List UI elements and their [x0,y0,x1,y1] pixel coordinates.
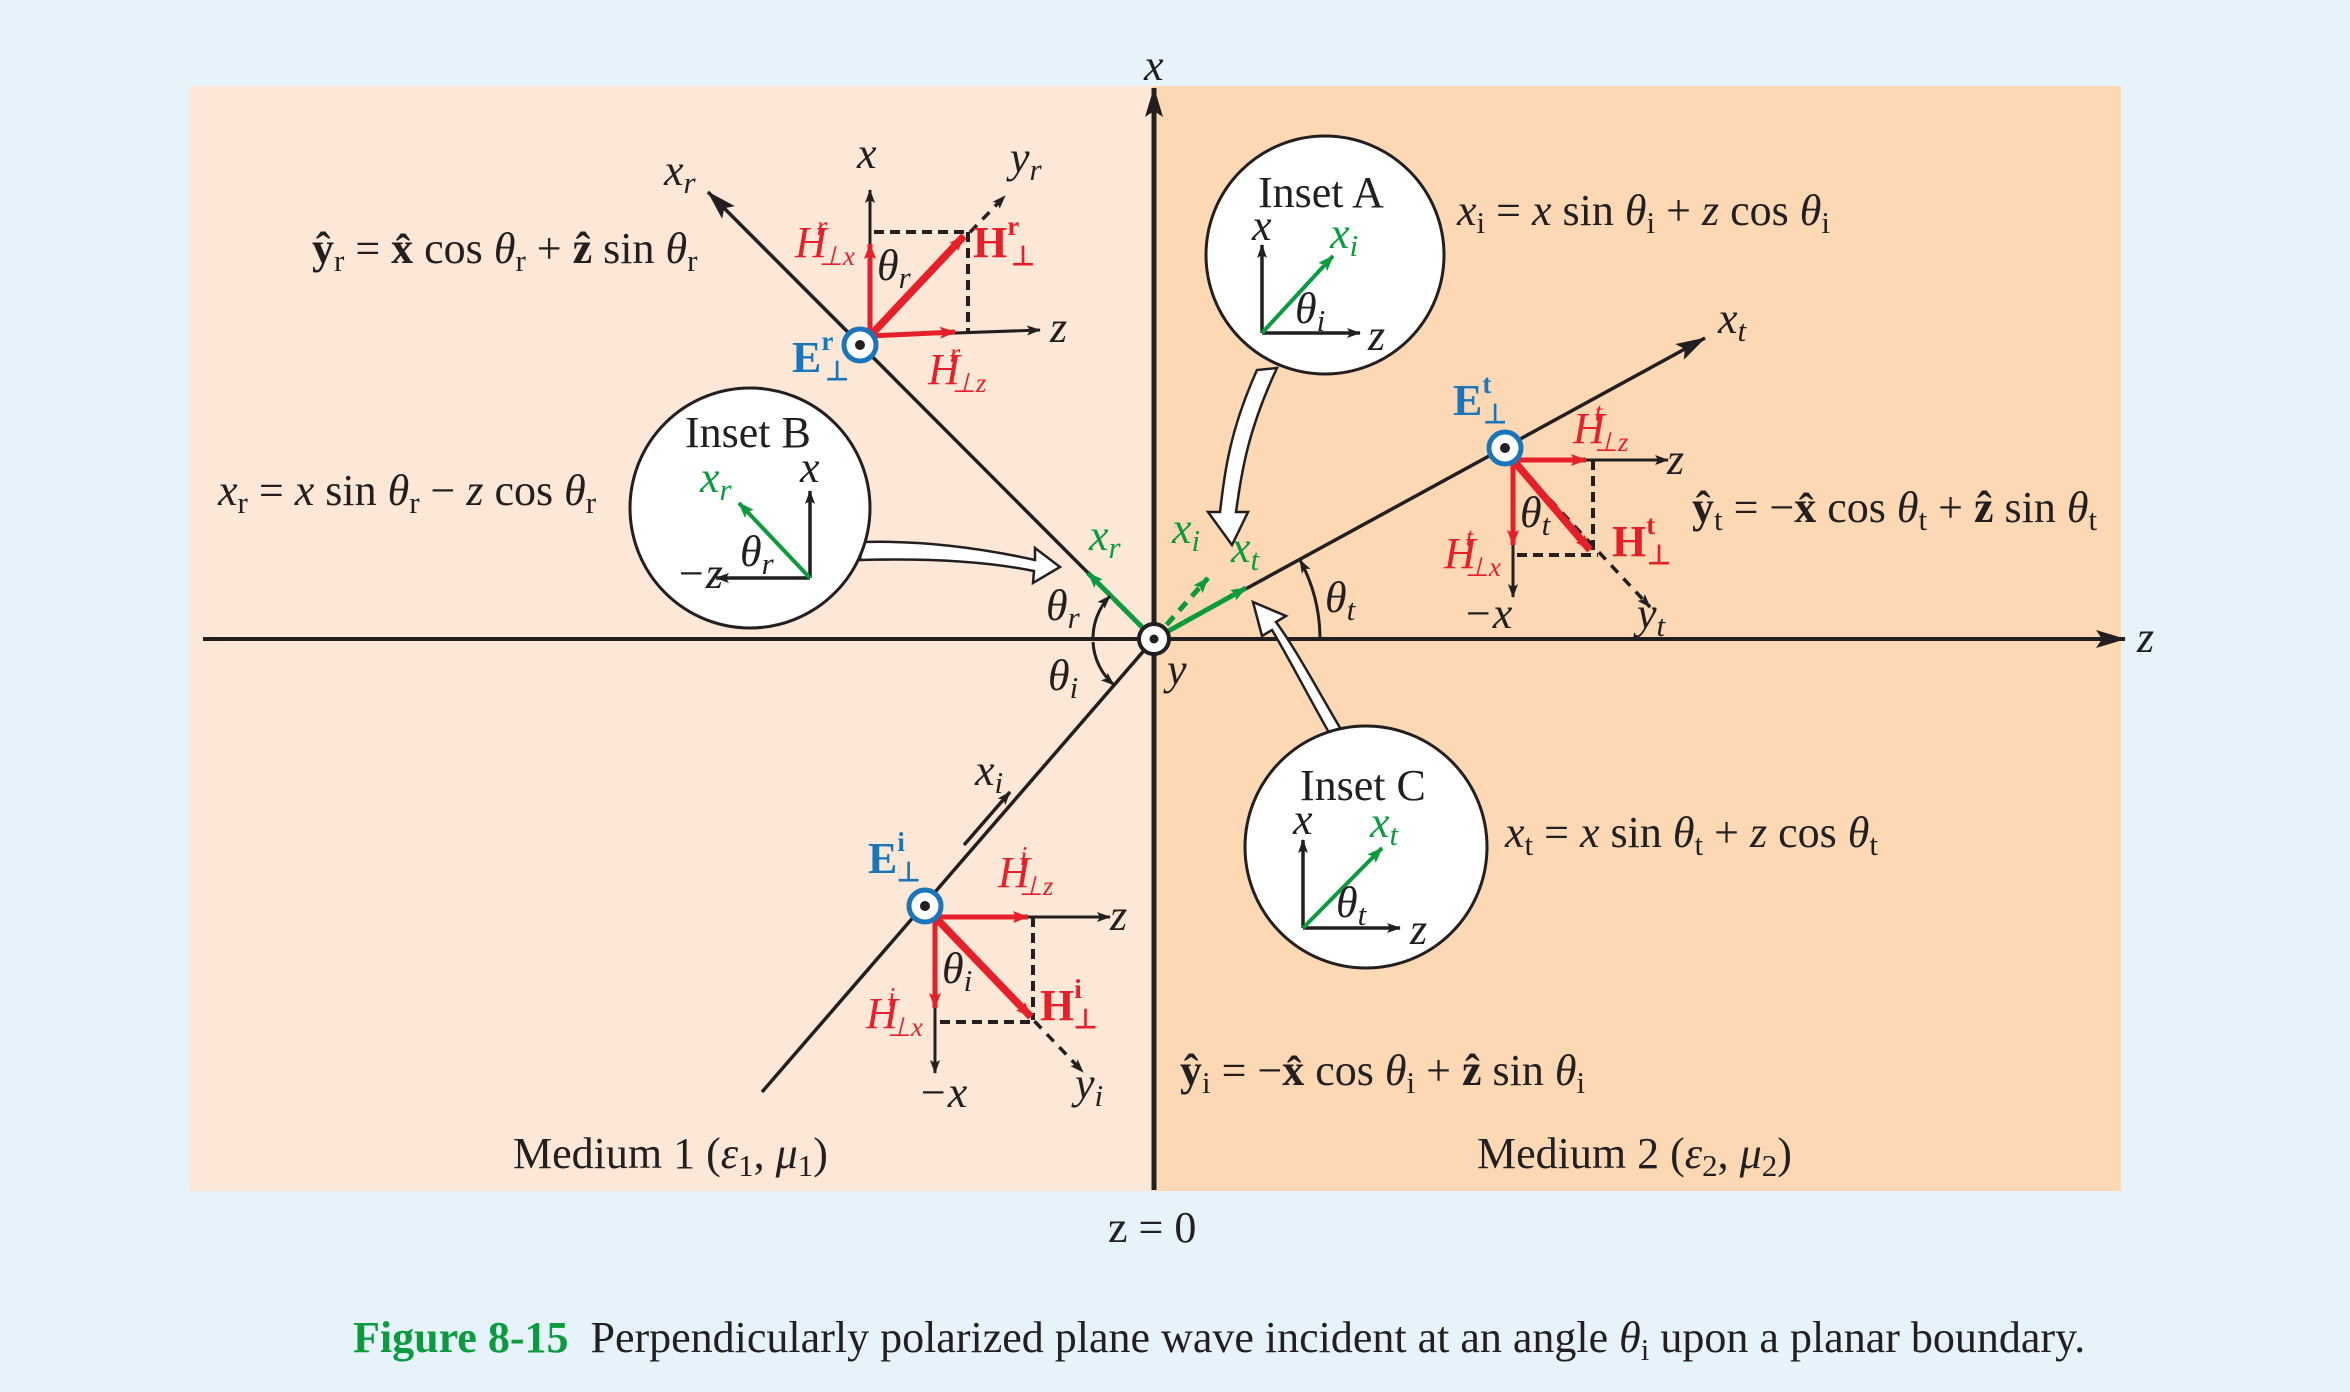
medium-2-label: Medium 2 (ε2, μ2) [1477,1129,1792,1183]
angle-arcs [1091,559,1322,687]
equation-yr: ŷr = x̂ cos θr + ẑ sin θr [312,224,698,278]
inset-b-title: Inset B [685,408,811,457]
inset-b-neg-z: −z [676,549,723,598]
inset-b-x: x [799,443,820,492]
reflected-h-label: Hr ⊥ [973,211,1035,271]
inset-a-x: x [1251,201,1272,250]
incident-local-z-label: z [1109,891,1127,940]
figure-caption: Figure 8-15 Perpendicularly polarized pla… [353,1313,2085,1367]
transmitted-field-diagram [1486,429,1669,609]
transmitted-h-label: Ht ⊥ [1612,510,1671,570]
incident-field-diagram [906,887,1111,1074]
inset-a-z: z [1367,311,1385,360]
axis-x-label: x [1143,41,1164,90]
reflected-hx-label: Hr ⊥x [794,211,855,271]
inset-b-theta: θr [740,527,775,581]
transmitted-local-neg-x-label: −x [1463,589,1513,638]
incident-hx-label: Hi ⊥x [865,982,923,1042]
reflected-e-label: Er ⊥ [792,326,849,386]
incident-e-label: Ei ⊥ [868,827,920,887]
reflected-local-z-label: z [1049,303,1067,352]
caption-label: Figure 8-15 [353,1313,569,1362]
inset-c-x: x [1292,795,1313,844]
reflected-local-x-label: x [856,129,877,178]
inset-a-title: Inset A [1258,168,1384,217]
equation-yt: ŷt = −x̂ cos θt + ẑ sin θt [1692,483,2098,537]
inset-c-title: Inset C [1300,761,1426,810]
angle-theta-r-origin: θr [1046,581,1081,635]
inset-c [1243,599,1489,970]
axis-y-label: y [1163,645,1187,694]
medium-1-label: Medium 1 (ε1, μ1) [513,1129,828,1183]
equation-xt: xt = x sin θt + z cos θt [1504,808,1878,862]
transmitted-e-label: Et ⊥ [1453,369,1507,429]
equation-xr: xr = x sin θr − z cos θr [217,466,597,520]
incident-local-yi-label: yi [1071,1059,1103,1113]
incident-local-neg-x-label: −x [918,1068,968,1117]
inset-c-z: z [1409,905,1427,954]
origin-out-of-page-symbol [1137,622,1171,656]
equation-yi: ŷi = −x̂ cos θi + ẑ sin θi [1180,1046,1586,1100]
inset-b [628,386,1063,630]
equation-xi: xi = x sin θi + z cos θi [1456,186,1830,240]
reflected-field-diagram [841,189,1041,364]
axis-z-label: z [2136,613,2154,662]
boundary-label: z = 0 [1108,1203,1196,1252]
transmitted-local-z-label: z [1666,435,1684,484]
inset-a [1204,134,1446,548]
